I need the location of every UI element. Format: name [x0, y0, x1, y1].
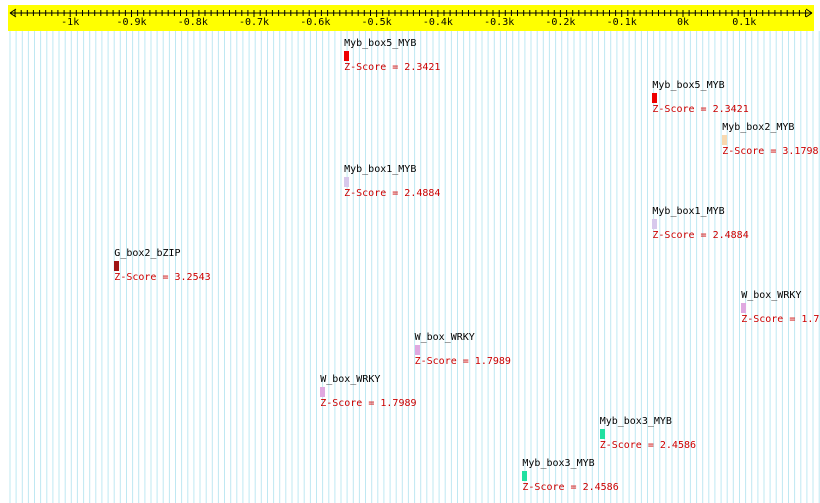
site-name-label: Myb_box3_MYB — [599, 416, 672, 427]
ruler-tick-label: -0.6k — [300, 17, 331, 28]
site-marker[interactable] — [320, 387, 326, 397]
site-name-label: Myb_box5_MYB — [652, 80, 725, 91]
site-zscore-label: Z-Score = 2.4884 — [344, 188, 441, 199]
site-name-label: W_box_WRKY — [414, 332, 475, 343]
ruler-tick-label: -0.5k — [361, 17, 392, 28]
site-name-label: Myb_box2_MYB — [722, 122, 795, 133]
site-name-label: W_box_WRKY — [741, 290, 802, 301]
position-ruler: -1k -0.9k -0.8k -0.7k -0.6k -0.5k -0.4k -0.3k -0… — [8, 5, 814, 31]
site-marker[interactable] — [344, 177, 350, 187]
ruler-tick-label: -1k — [61, 17, 80, 28]
site-marker[interactable] — [344, 51, 350, 61]
site-zscore-label: Z-Score = 3.1798 — [722, 146, 819, 157]
site-zscore-label: Z-Score = 1.7989 — [741, 314, 820, 325]
ruler-tick-label: 0.1k — [732, 17, 757, 28]
site-zscore-label: Z-Score = 2.4884 — [652, 230, 749, 241]
site-name-label: Myb_box3_MYB — [522, 458, 595, 469]
ruler-tick-label: 0k — [676, 17, 690, 28]
ruler-right-arrow — [805, 8, 813, 18]
ruler-tick-label: -0.9k — [116, 17, 147, 28]
ruler-tick-label: -0.1k — [606, 17, 637, 28]
site-zscore-label: Z-Score = 1.7989 — [414, 356, 511, 367]
site-zscore-label: Z-Score = 2.3421 — [652, 104, 749, 115]
site-marker[interactable] — [114, 261, 120, 271]
site-zscore-label: Z-Score = 2.3421 — [344, 62, 441, 73]
site-marker[interactable] — [652, 219, 658, 229]
site-marker[interactable] — [722, 135, 728, 145]
site-marker[interactable] — [652, 93, 658, 103]
ruler-left-arrow — [9, 8, 17, 18]
site-name-label: W_box_WRKY — [320, 374, 381, 385]
ruler-tick-label: -0.8k — [177, 17, 208, 28]
site-marker[interactable] — [741, 303, 747, 313]
site-zscore-label: Z-Score = 3.2543 — [114, 272, 211, 283]
ruler-tick-label: -0.2k — [545, 17, 576, 28]
ruler-tick-label: -0.3k — [484, 17, 515, 28]
site-zscore-label: Z-Score = 1.7989 — [320, 398, 417, 409]
site-zscore-label: Z-Score = 2.4586 — [522, 482, 619, 493]
site-name-label: Myb_box5_MYB — [344, 38, 417, 49]
site-name-label: Myb_box1_MYB — [344, 164, 417, 175]
site-name-label: G_box2_bZIP — [114, 248, 181, 259]
site-marker[interactable] — [414, 345, 420, 355]
ruler-tick-label: -0.7k — [238, 17, 270, 28]
site-marker[interactable] — [599, 429, 605, 439]
site-name-label: Myb_box1_MYB — [652, 206, 725, 217]
site-zscore-label: Z-Score = 2.4586 — [599, 440, 697, 451]
site-marker[interactable] — [522, 471, 528, 481]
ruler-tick-label: -0.4k — [422, 17, 453, 28]
ruler-axis — [9, 8, 813, 18]
